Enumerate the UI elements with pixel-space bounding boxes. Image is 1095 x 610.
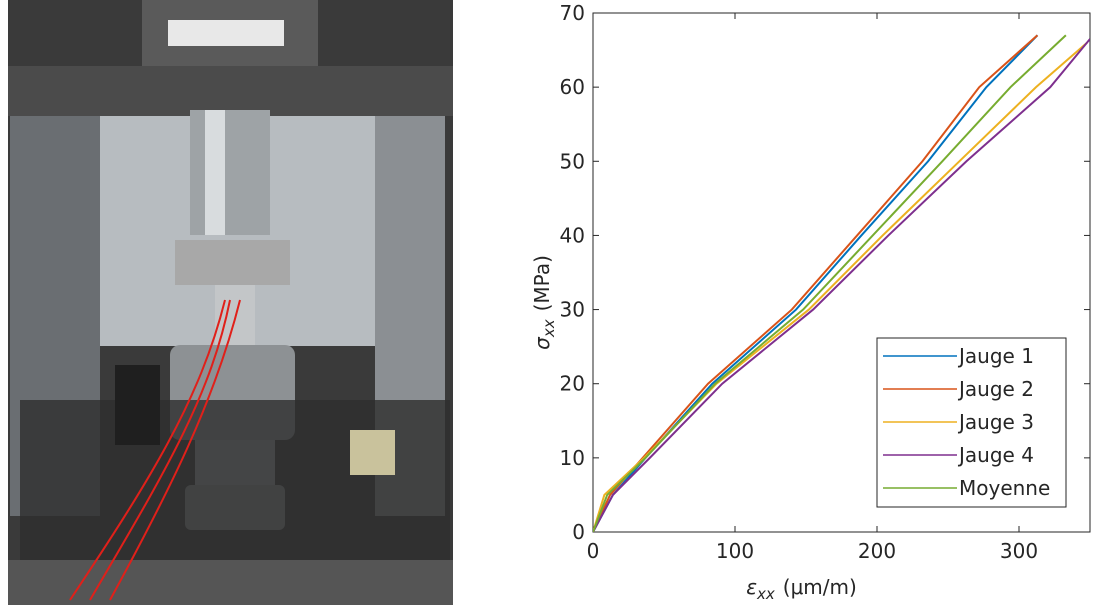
series-line: [593, 41, 1088, 532]
legend-label: Jauge 2: [957, 377, 1034, 401]
y-tick-label: 30: [560, 298, 585, 322]
legend-label: Jauge 4: [957, 443, 1034, 467]
x-tick-label: 100: [716, 539, 754, 563]
label-subscript: xx: [540, 319, 558, 338]
x-tick-label: 300: [1000, 539, 1038, 563]
label-symbol: σ: [530, 336, 554, 350]
series-line: [593, 38, 1090, 532]
y-tick-label: 50: [560, 149, 585, 173]
y-tick-label: 10: [560, 446, 585, 470]
y-tick-label: 60: [560, 75, 585, 99]
photo: [8, 0, 453, 605]
label-symbol: ε: [746, 575, 757, 599]
label-unit: (μm/m): [783, 575, 857, 599]
xlabel-label: εxx (μm/m): [746, 575, 857, 603]
series-line: [593, 34, 1067, 532]
legend-label: Jauge 3: [957, 410, 1034, 434]
y-tick-label: 40: [560, 223, 585, 247]
y-tick-label: 70: [560, 1, 585, 25]
x-tick-label: 0: [587, 539, 600, 563]
x-tick-label: 200: [858, 539, 896, 563]
ylabel-label: σxx (MPa): [530, 255, 558, 350]
y-tick-label: 0: [572, 520, 585, 544]
label-unit: (MPa): [530, 255, 554, 311]
series-line: [593, 34, 1039, 532]
y-tick-label: 20: [560, 372, 585, 396]
label-subscript: xx: [756, 585, 775, 603]
legend-label: Moyenne: [959, 476, 1050, 500]
legend-label: Jauge 1: [957, 344, 1034, 368]
